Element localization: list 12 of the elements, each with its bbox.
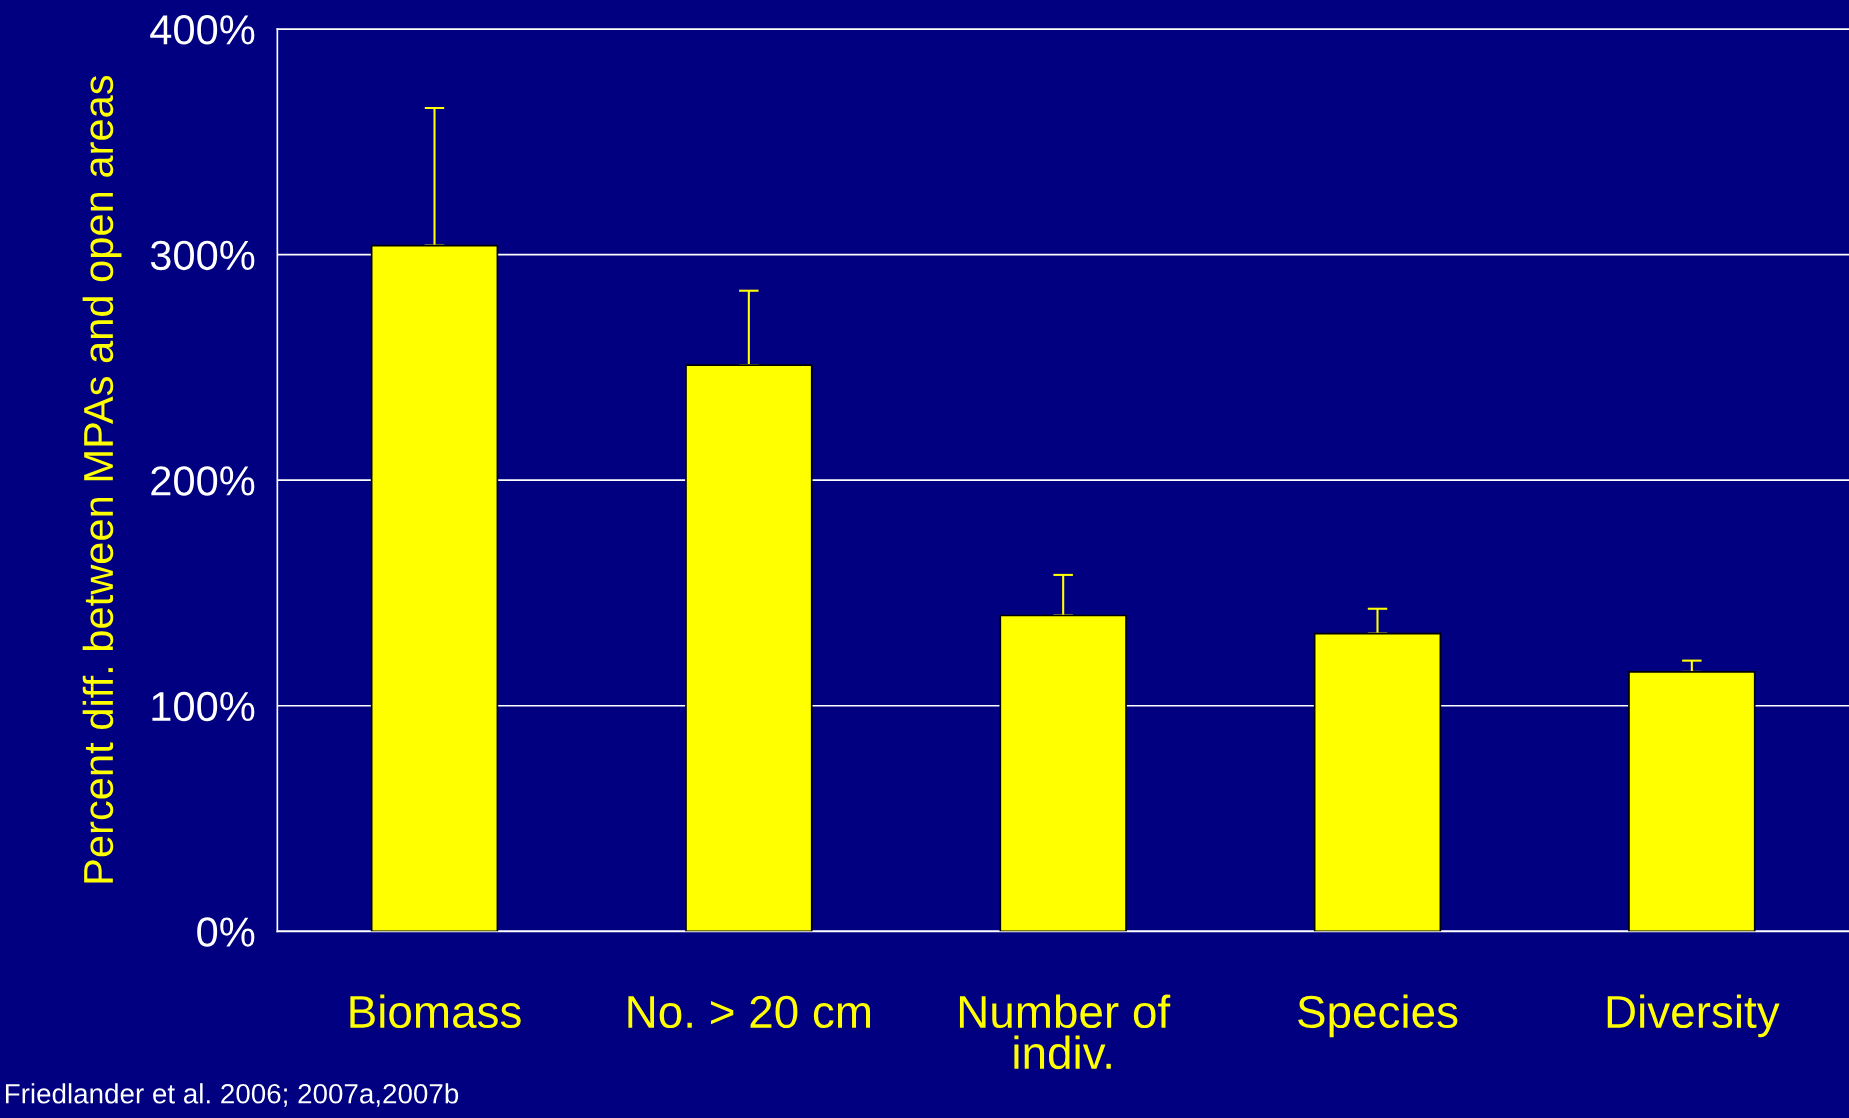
x-tick-label: No. > 20 cm bbox=[628, 995, 871, 1029]
x-tick-label: Biomass bbox=[350, 994, 521, 1029]
x-tick-label: Species bbox=[1298, 994, 1458, 1038]
y-tick-label: 200% bbox=[151, 466, 255, 496]
y-tick-label: 100% bbox=[152, 691, 255, 722]
x-tick-label: Diversity bbox=[1607, 994, 1780, 1038]
x-tick-label: Number of indiv. bbox=[959, 994, 1171, 1070]
text: Friedlander et al. 2006; 2007a,2007b bbox=[5, 1083, 459, 1107]
y-tick-label: 400% bbox=[150, 15, 255, 45]
y-tick-label: 0% bbox=[197, 917, 255, 947]
y-axis-title: Percent diff. between MPAs and open areas bbox=[82, 75, 122, 883]
y-tick-label: 300% bbox=[150, 240, 255, 271]
